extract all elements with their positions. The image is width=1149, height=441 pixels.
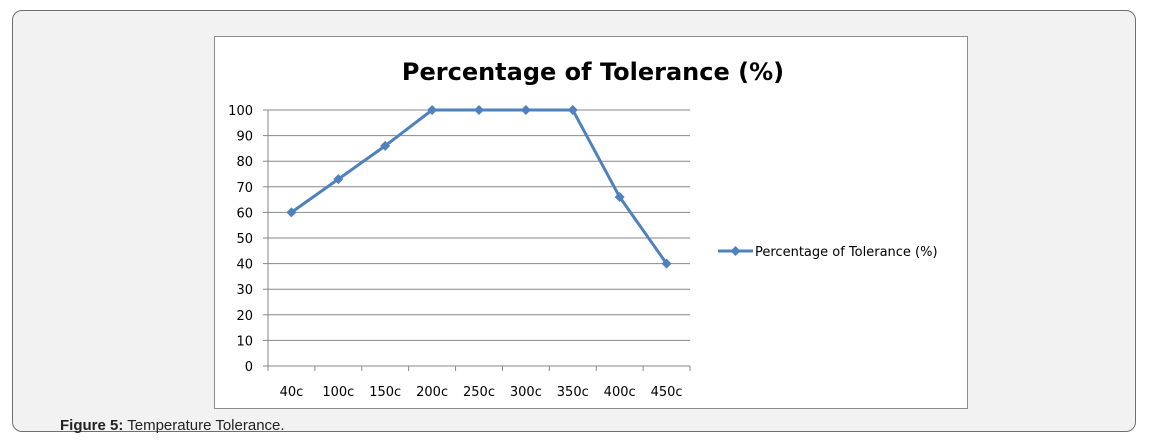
x-tick-label: 150c: [369, 385, 401, 400]
y-tick-label: 0: [245, 360, 253, 375]
data-point: [567, 105, 578, 115]
y-tick-label: 90: [236, 130, 253, 145]
data-point: [520, 105, 531, 115]
data-point: [661, 258, 672, 269]
y-tick-label: 60: [236, 206, 253, 221]
x-tick-label: 40c: [280, 385, 304, 400]
legend-marker: [730, 246, 741, 256]
x-tick-label: 250c: [463, 385, 495, 400]
chart-title: Percentage of Tolerance (%): [402, 58, 784, 86]
y-tick-label: 50: [236, 232, 253, 247]
data-point: [333, 174, 344, 185]
data-point: [427, 105, 438, 115]
x-tick-label: 100c: [322, 385, 354, 400]
figure-container: Percentage of Tolerance (%) 0 10 20 30 40 50 60…: [12, 10, 1136, 434]
y-tick-label: 10: [236, 334, 253, 349]
legend-label: Percentage of Tolerance (%): [755, 245, 938, 260]
y-tick-label: 20: [236, 309, 253, 324]
x-tick-label: 400c: [604, 385, 636, 400]
data-point: [614, 192, 625, 203]
x-tick-label: 450c: [651, 385, 683, 400]
data-point: [380, 140, 391, 151]
chart-frame: Percentage of Tolerance (%) 0 10 20 30 40 50 60…: [214, 36, 968, 409]
y-tick-label: 70: [236, 181, 253, 196]
x-tick-label: 350c: [557, 385, 589, 400]
y-tick-label: 80: [236, 155, 253, 170]
x-tick-label: 300c: [510, 385, 542, 400]
figure-caption-label: Figure 5:: [60, 417, 124, 434]
y-tick-label: 100: [228, 104, 253, 119]
figure-caption-text: Temperature Tolerance.: [123, 417, 285, 434]
figure-caption: Figure 5: Temperature Tolerance.: [60, 417, 285, 434]
y-tick-label: 40: [236, 258, 253, 273]
data-point: [474, 105, 484, 115]
data-point: [286, 207, 297, 218]
y-tick-label: 30: [236, 283, 253, 298]
x-tick-label: 200c: [416, 385, 448, 400]
line-chart: Percentage of Tolerance (%) 0 10 20 30 40 50 60…: [228, 58, 938, 400]
